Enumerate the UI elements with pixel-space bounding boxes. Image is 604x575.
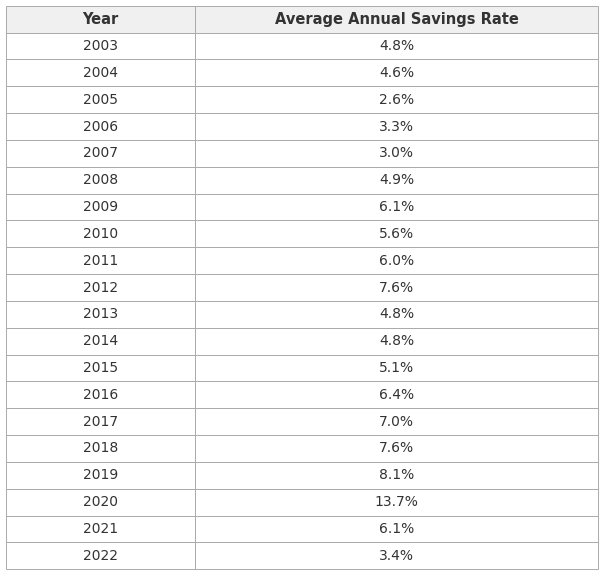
Text: 13.7%: 13.7% (374, 495, 419, 509)
Text: 2.6%: 2.6% (379, 93, 414, 107)
Bar (6, 247, 196, 274)
Text: 2013: 2013 (83, 307, 118, 321)
Text: Average Annual Savings Rate: Average Annual Savings Rate (275, 12, 519, 26)
Text: 2008: 2008 (83, 173, 118, 187)
Text: 8.1%: 8.1% (379, 468, 414, 482)
Bar (196, 167, 598, 194)
Text: 4.8%: 4.8% (379, 307, 414, 321)
Bar (6, 167, 196, 194)
Bar (6, 274, 196, 301)
Text: 6.4%: 6.4% (379, 388, 414, 402)
Bar (6, 381, 196, 408)
Text: 2022: 2022 (83, 549, 118, 563)
Text: 5.6%: 5.6% (379, 227, 414, 241)
Bar (6, 194, 196, 220)
Bar (196, 355, 598, 381)
Bar (196, 274, 598, 301)
Bar (196, 86, 598, 113)
Text: 4.9%: 4.9% (379, 173, 414, 187)
Text: 2005: 2005 (83, 93, 118, 107)
Text: 3.4%: 3.4% (379, 549, 414, 563)
Text: 5.1%: 5.1% (379, 361, 414, 375)
Text: 6.1%: 6.1% (379, 200, 414, 214)
Bar (196, 33, 598, 59)
Bar (6, 59, 196, 86)
Text: 7.0%: 7.0% (379, 415, 414, 429)
Bar (196, 194, 598, 220)
Bar (6, 542, 196, 569)
Bar (6, 462, 196, 489)
Text: 2004: 2004 (83, 66, 118, 80)
Bar (6, 220, 196, 247)
Bar (196, 113, 598, 140)
Bar (6, 328, 196, 355)
Bar (6, 33, 196, 59)
Text: 7.6%: 7.6% (379, 281, 414, 294)
Bar (6, 355, 196, 381)
Bar (6, 140, 196, 167)
Text: 2006: 2006 (83, 120, 118, 133)
Text: 2011: 2011 (83, 254, 118, 268)
Text: 2019: 2019 (83, 468, 118, 482)
Text: 2018: 2018 (83, 442, 118, 455)
Text: Year: Year (83, 12, 119, 26)
Text: 2016: 2016 (83, 388, 118, 402)
Text: 2020: 2020 (83, 495, 118, 509)
Bar (6, 516, 196, 542)
Bar (6, 113, 196, 140)
Bar (6, 408, 196, 435)
Bar (196, 140, 598, 167)
Bar (6, 489, 196, 516)
Text: 4.8%: 4.8% (379, 39, 414, 53)
Text: 2003: 2003 (83, 39, 118, 53)
Bar (196, 59, 598, 86)
Bar (196, 489, 598, 516)
Text: 2017: 2017 (83, 415, 118, 429)
Text: 2015: 2015 (83, 361, 118, 375)
Bar (196, 516, 598, 542)
Text: 4.6%: 4.6% (379, 66, 414, 80)
Bar (196, 247, 598, 274)
Text: 2010: 2010 (83, 227, 118, 241)
Text: 4.8%: 4.8% (379, 334, 414, 348)
Text: 2021: 2021 (83, 522, 118, 536)
Bar (196, 220, 598, 247)
Text: 6.0%: 6.0% (379, 254, 414, 268)
Text: 3.3%: 3.3% (379, 120, 414, 133)
Bar (196, 381, 598, 408)
Bar (196, 435, 598, 462)
Text: 6.1%: 6.1% (379, 522, 414, 536)
Text: 2007: 2007 (83, 146, 118, 160)
Text: 2012: 2012 (83, 281, 118, 294)
Text: 3.0%: 3.0% (379, 146, 414, 160)
Bar (6, 6, 196, 33)
Text: 2014: 2014 (83, 334, 118, 348)
Bar (196, 408, 598, 435)
Bar (196, 301, 598, 328)
Bar (6, 86, 196, 113)
Text: 2009: 2009 (83, 200, 118, 214)
Bar (196, 462, 598, 489)
Bar (6, 435, 196, 462)
Bar (196, 6, 598, 33)
Bar (196, 542, 598, 569)
Bar (196, 328, 598, 355)
Bar (6, 301, 196, 328)
Text: 7.6%: 7.6% (379, 442, 414, 455)
